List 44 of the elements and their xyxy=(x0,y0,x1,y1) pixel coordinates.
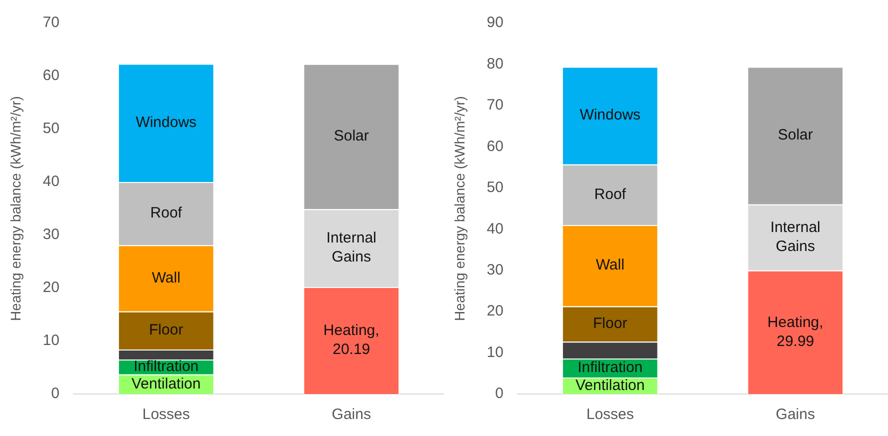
y-axis-title: Heating energy balance (kWh/m²/yr) xyxy=(451,96,468,321)
series-label: Internal Gains xyxy=(770,219,820,256)
series-label: Ventilation xyxy=(575,376,645,394)
y-tick-label: 90 xyxy=(486,14,504,32)
y-tick-label: 70 xyxy=(42,14,60,32)
series-label: Heating, xyxy=(767,314,824,331)
series-label: Solar xyxy=(778,126,813,144)
series-label: Internal Gains xyxy=(326,230,376,266)
series-label: Floor xyxy=(593,315,628,332)
y-axis-title: Heating energy balance (kWh/m²/yr) xyxy=(7,96,24,321)
y-tick-label: 60 xyxy=(42,67,60,84)
y-tick-label: 0 xyxy=(51,385,60,402)
data-label: 20.19 xyxy=(332,341,370,358)
y-tick-label: 10 xyxy=(42,332,60,350)
y-tick-label: 20 xyxy=(42,279,60,296)
series-label: Roof xyxy=(594,186,627,203)
y-tick-label: 40 xyxy=(486,220,504,238)
x-tick-label: Losses xyxy=(586,406,634,424)
y-tick-label: 40 xyxy=(42,173,60,190)
x-tick-label: Losses xyxy=(142,406,190,424)
series-label: Solar xyxy=(334,128,369,145)
y-tick-label: 60 xyxy=(486,138,504,155)
series-label: Wall xyxy=(152,269,180,286)
y-tick-label: 10 xyxy=(486,344,504,361)
y-tick-label: 20 xyxy=(486,302,504,320)
series-label: Floor xyxy=(149,322,184,339)
y-tick-label: 50 xyxy=(42,120,60,138)
y-tick-label: 50 xyxy=(486,179,504,196)
x-tick-label: Gains xyxy=(332,406,371,424)
series-label: Infiltration xyxy=(134,358,199,376)
x-tick-label: Gains xyxy=(776,406,815,424)
y-tick-label: 30 xyxy=(42,226,60,244)
series-label: Windows xyxy=(580,106,641,124)
data-label: 29.99 xyxy=(776,332,814,350)
series-label: Windows xyxy=(136,114,197,132)
series-label: Ventilation xyxy=(131,375,201,392)
series-label: Roof xyxy=(150,204,183,222)
y-tick-label: 0 xyxy=(495,385,504,402)
y-tick-label: 30 xyxy=(486,261,504,278)
y-tick-label: 70 xyxy=(486,96,504,114)
series-label: Wall xyxy=(596,256,624,274)
y-tick-label: 80 xyxy=(486,55,504,72)
series-label: Infiltration xyxy=(578,359,643,376)
series-label: Heating, xyxy=(323,322,380,340)
